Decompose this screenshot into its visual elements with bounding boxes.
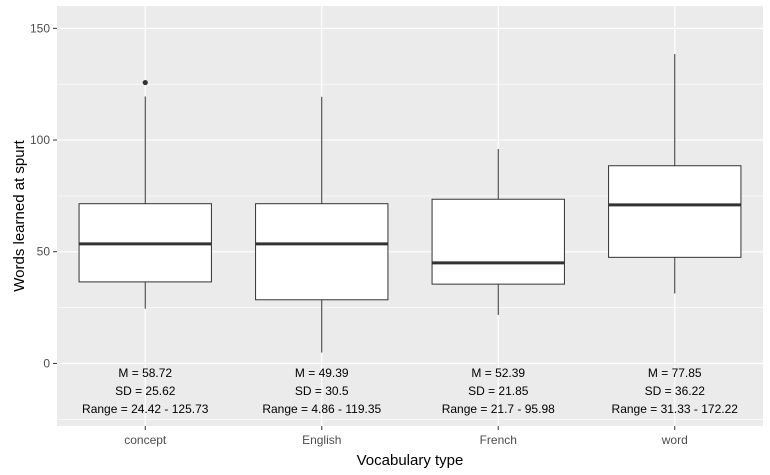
x-tick-label: French [480,433,517,447]
box-word [608,54,742,294]
x-tick-label: concept [124,433,167,447]
x-axis-title: Vocabulary type [357,452,464,469]
annotation-sd: SD = 21.85 [468,384,529,398]
box-iqr [255,203,389,301]
y-axis: 0 50 100 150 [30,21,57,370]
x-tick-label: word [661,433,688,447]
annotation-mean: M = 52.39 [471,366,525,380]
box-English [255,96,389,353]
summary-annotations: M = 58.72 SD = 25.62 Range = 24.42 - 125.7… [82,366,738,416]
box-iqr [608,165,742,258]
annotation-range: Range = 24.42 - 125.73 [82,402,209,416]
annotation-range: Range = 4.86 - 119.35 [262,402,381,416]
annotation-mean: M = 49.39 [295,366,349,380]
annotation-range: Range = 21.7 - 95.98 [442,402,555,416]
box-concept [78,79,212,309]
y-tick-label: 100 [30,133,50,147]
x-axis: concept English French word [124,426,688,447]
box-iqr [431,198,565,285]
annotation-range: Range = 31.33 - 172.22 [612,402,739,416]
annotation-sd: SD = 36.22 [645,384,706,398]
annotation-mean: M = 77.85 [648,366,702,380]
annotation-sd: SD = 30.5 [295,384,349,398]
y-tick-label: 0 [43,356,50,370]
annotation-mean: M = 58.72 [118,366,172,380]
box-French [431,149,565,315]
y-axis-title: Words learned at spurt [11,139,28,291]
box-series [78,54,742,353]
outlier-point [142,79,148,86]
x-tick-label: English [302,433,341,447]
annotation-sd: SD = 25.62 [115,384,176,398]
y-tick-label: 50 [37,245,51,259]
y-tick-label: 150 [30,21,50,35]
